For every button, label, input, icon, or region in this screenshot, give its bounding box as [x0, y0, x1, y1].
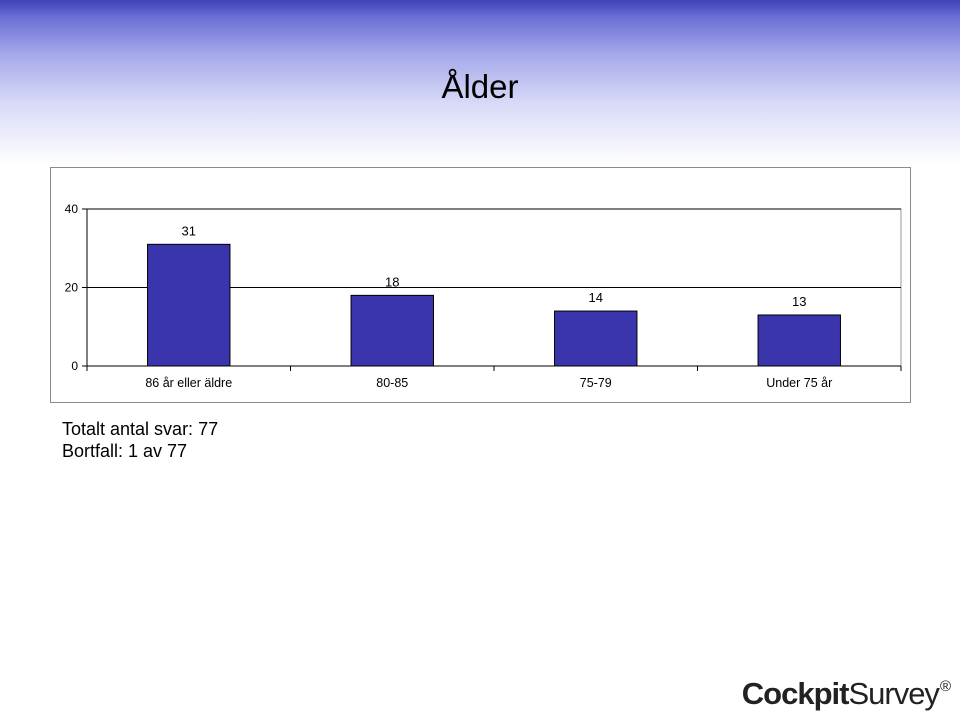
- y-tick-label: 20: [65, 281, 79, 295]
- y-tick-label: 0: [71, 359, 78, 373]
- bar: [147, 243, 231, 367]
- x-tick-label: 80-85: [376, 376, 408, 390]
- data-label: 18: [385, 274, 399, 289]
- data-label: 13: [792, 294, 806, 309]
- cockpitsurvey-logo: CockpitSurvey®: [741, 676, 951, 712]
- response-summary: Totalt antal svar: 77 Bortfall: 1 av 77: [62, 418, 218, 462]
- x-tick-label: 86 år eller äldre: [145, 376, 232, 390]
- y-tick-label: 40: [65, 202, 79, 216]
- data-label: 14: [589, 290, 603, 305]
- registered-mark: ®: [939, 678, 951, 695]
- bar: [757, 314, 841, 367]
- bar-chart: 0 20 40 31 86 år eller äldre 18 80-85 14 75-79 13…: [65, 202, 902, 390]
- x-tick-label: 75-79: [580, 376, 612, 390]
- brand-strong-text: Cockpit: [741, 676, 850, 711]
- page-title: Ålder: [441, 68, 519, 105]
- x-tick-label: Under 75 år: [766, 376, 832, 390]
- data-label: 31: [182, 223, 196, 238]
- bar: [350, 294, 434, 367]
- dropouts-text: Bortfall: 1 av 77: [62, 441, 188, 461]
- brand-light-text: Survey: [848, 676, 939, 711]
- total-responses-text: Totalt antal svar: 77: [62, 419, 219, 439]
- chart-frame: 0 20 40 31 86 år eller äldre 18 80-85 14 75-79 13…: [50, 167, 911, 403]
- bar: [554, 310, 638, 367]
- header-band: [0, 0, 960, 165]
